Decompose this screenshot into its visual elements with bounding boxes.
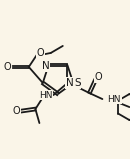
Text: O: O [95, 72, 102, 82]
Text: O: O [4, 62, 12, 72]
Text: N: N [66, 78, 73, 88]
Text: O: O [37, 48, 45, 58]
Text: HN: HN [107, 95, 121, 104]
Text: S: S [74, 78, 80, 88]
Text: O: O [13, 106, 20, 116]
Text: HN: HN [39, 91, 52, 100]
Text: N: N [42, 61, 50, 71]
